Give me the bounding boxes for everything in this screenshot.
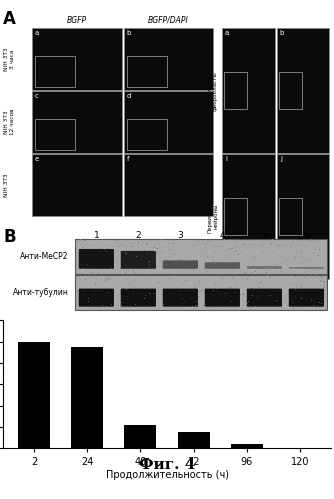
Bar bbox=[124, 155, 213, 216]
Bar bbox=[222, 28, 275, 153]
Bar bbox=[75, 239, 327, 273]
Text: e: e bbox=[35, 156, 39, 162]
Bar bbox=[178, 432, 209, 448]
X-axis label: Продолжительность (ч): Продолжительность (ч) bbox=[106, 470, 228, 480]
Text: Первичные
фибробласты: Первичные фибробласты bbox=[207, 71, 218, 110]
Text: 5: 5 bbox=[262, 231, 267, 240]
Text: Анти-MeCP2: Анти-MeCP2 bbox=[20, 252, 69, 261]
Text: a: a bbox=[35, 29, 39, 35]
Text: B: B bbox=[3, 228, 16, 246]
Text: 1: 1 bbox=[94, 231, 99, 240]
Text: 3: 3 bbox=[177, 231, 183, 240]
Text: j: j bbox=[280, 156, 282, 162]
Text: A: A bbox=[3, 10, 16, 28]
FancyBboxPatch shape bbox=[289, 288, 324, 307]
Text: NIH 3T3: NIH 3T3 bbox=[4, 173, 9, 197]
Text: c: c bbox=[35, 92, 39, 98]
FancyBboxPatch shape bbox=[79, 288, 114, 307]
FancyBboxPatch shape bbox=[247, 288, 282, 307]
FancyBboxPatch shape bbox=[121, 288, 156, 307]
Bar bbox=[75, 275, 327, 310]
Bar bbox=[224, 72, 247, 109]
FancyBboxPatch shape bbox=[205, 262, 240, 269]
Text: a: a bbox=[225, 29, 229, 35]
Text: b: b bbox=[280, 29, 284, 35]
Bar bbox=[32, 91, 122, 153]
FancyBboxPatch shape bbox=[163, 260, 198, 269]
Bar bbox=[124, 91, 213, 153]
Bar bbox=[18, 342, 50, 448]
Bar bbox=[35, 119, 75, 150]
Text: 2: 2 bbox=[136, 231, 141, 240]
Text: NIH 3T3
3 часа: NIH 3T3 3 часа bbox=[4, 47, 15, 71]
Text: 4: 4 bbox=[219, 231, 225, 240]
Bar bbox=[231, 444, 263, 448]
Text: BGFP/DAPI: BGFP/DAPI bbox=[148, 15, 189, 24]
FancyBboxPatch shape bbox=[163, 288, 198, 307]
Text: Первичные
нейроны: Первичные нейроны bbox=[207, 201, 218, 233]
Bar bbox=[71, 347, 103, 448]
FancyBboxPatch shape bbox=[121, 251, 156, 269]
FancyBboxPatch shape bbox=[205, 288, 240, 307]
Text: BGFP: BGFP bbox=[67, 15, 87, 24]
Text: 6: 6 bbox=[304, 231, 309, 240]
Text: NIH 3T3
12 часов: NIH 3T3 12 часов bbox=[4, 109, 15, 135]
Bar bbox=[279, 198, 302, 236]
Text: f: f bbox=[127, 156, 129, 162]
Text: b: b bbox=[127, 29, 131, 35]
Bar bbox=[279, 72, 302, 109]
Bar bbox=[127, 56, 167, 87]
Bar bbox=[277, 28, 329, 153]
Bar bbox=[224, 198, 247, 236]
Bar bbox=[32, 155, 122, 216]
Bar bbox=[32, 28, 122, 90]
Text: d: d bbox=[127, 92, 131, 98]
FancyBboxPatch shape bbox=[289, 267, 324, 269]
Bar bbox=[222, 155, 275, 279]
Bar bbox=[35, 56, 75, 87]
Text: Фиг. 4: Фиг. 4 bbox=[139, 458, 195, 472]
Bar bbox=[127, 119, 167, 150]
Text: Анти-тубулин: Анти-тубулин bbox=[13, 288, 69, 297]
FancyBboxPatch shape bbox=[247, 266, 282, 269]
FancyBboxPatch shape bbox=[79, 249, 114, 269]
Bar bbox=[125, 425, 156, 448]
Bar bbox=[124, 28, 213, 90]
Bar bbox=[277, 155, 329, 279]
Text: i: i bbox=[225, 156, 227, 162]
